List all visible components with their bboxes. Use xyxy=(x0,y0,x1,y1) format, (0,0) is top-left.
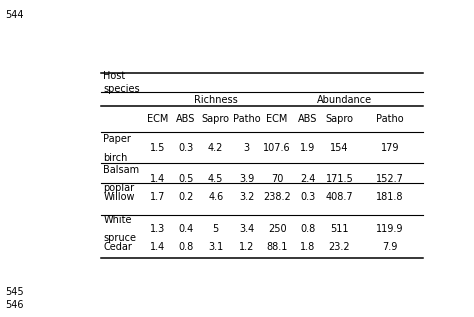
Text: Willow: Willow xyxy=(103,192,135,202)
Text: 238.2: 238.2 xyxy=(263,192,291,202)
Text: ECM: ECM xyxy=(146,114,168,124)
Text: 0.5: 0.5 xyxy=(178,174,193,184)
Text: Paper: Paper xyxy=(103,134,131,144)
Text: Abundance: Abundance xyxy=(317,94,372,105)
Text: 1.8: 1.8 xyxy=(301,243,316,252)
Text: 1.9: 1.9 xyxy=(301,143,316,153)
Text: ECM: ECM xyxy=(266,114,288,124)
Text: spruce: spruce xyxy=(103,233,137,243)
Text: 5: 5 xyxy=(213,224,219,234)
Text: Richness: Richness xyxy=(194,94,237,105)
Text: 0.3: 0.3 xyxy=(301,192,316,202)
Text: 1.2: 1.2 xyxy=(239,243,254,252)
Text: 1.4: 1.4 xyxy=(150,174,165,184)
Text: 171.5: 171.5 xyxy=(326,174,354,184)
Text: 545: 545 xyxy=(5,287,23,297)
Text: poplar: poplar xyxy=(103,184,135,193)
Text: 4.6: 4.6 xyxy=(208,192,223,202)
Text: Balsam: Balsam xyxy=(103,165,139,175)
Text: species: species xyxy=(103,84,140,94)
Text: Cedar: Cedar xyxy=(103,243,132,252)
Text: 107.6: 107.6 xyxy=(263,143,291,153)
Text: 1.5: 1.5 xyxy=(150,143,165,153)
Text: 181.8: 181.8 xyxy=(376,192,404,202)
Text: 1.3: 1.3 xyxy=(150,224,165,234)
Text: 119.9: 119.9 xyxy=(376,224,404,234)
Text: Patho: Patho xyxy=(233,114,260,124)
Text: 179: 179 xyxy=(381,143,399,153)
Text: White: White xyxy=(103,215,132,225)
Text: 7.9: 7.9 xyxy=(382,243,398,252)
Text: Sapro: Sapro xyxy=(326,114,354,124)
Text: 152.7: 152.7 xyxy=(376,174,404,184)
Text: ABS: ABS xyxy=(298,114,318,124)
Text: 4.2: 4.2 xyxy=(208,143,223,153)
Text: 4.5: 4.5 xyxy=(208,174,223,184)
Text: 1.4: 1.4 xyxy=(150,243,165,252)
Text: 3.9: 3.9 xyxy=(239,174,254,184)
Text: 3.2: 3.2 xyxy=(239,192,254,202)
Text: 3: 3 xyxy=(244,143,250,153)
Text: 0.8: 0.8 xyxy=(178,243,193,252)
Text: 0.4: 0.4 xyxy=(178,224,193,234)
Text: 88.1: 88.1 xyxy=(266,243,288,252)
Text: 408.7: 408.7 xyxy=(326,192,353,202)
Text: 2.4: 2.4 xyxy=(300,174,316,184)
Text: 154: 154 xyxy=(330,143,349,153)
Text: 3.1: 3.1 xyxy=(208,243,223,252)
Text: 0.8: 0.8 xyxy=(301,224,316,234)
Text: 70: 70 xyxy=(271,174,283,184)
Text: 0.3: 0.3 xyxy=(178,143,193,153)
Text: 0.2: 0.2 xyxy=(178,192,193,202)
Text: 250: 250 xyxy=(268,224,286,234)
Text: Patho: Patho xyxy=(376,114,404,124)
Text: ABS: ABS xyxy=(176,114,195,124)
Text: birch: birch xyxy=(103,153,128,163)
Text: 544: 544 xyxy=(5,10,23,20)
Text: 23.2: 23.2 xyxy=(329,243,350,252)
Text: 511: 511 xyxy=(330,224,349,234)
Text: Host: Host xyxy=(103,71,126,81)
Text: 1.7: 1.7 xyxy=(150,192,165,202)
Text: 3.4: 3.4 xyxy=(239,224,254,234)
Text: Sapro: Sapro xyxy=(202,114,230,124)
Text: 546: 546 xyxy=(5,300,23,310)
